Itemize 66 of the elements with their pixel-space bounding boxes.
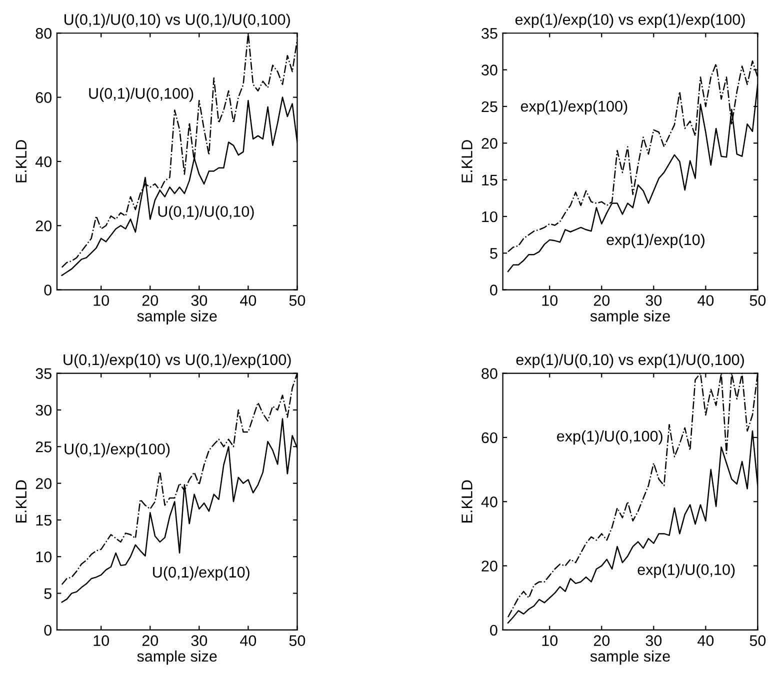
y-tick-label: 0: [44, 284, 52, 296]
y-tick-label: 5: [490, 248, 498, 259]
y-tick-label: 0: [44, 624, 52, 636]
legend-label: exp(1)/U(0,10): [638, 564, 735, 578]
y-tick-label: 0: [490, 624, 498, 636]
y-tick-label: 80: [482, 368, 498, 379]
x-tick-label: 50: [750, 635, 766, 646]
y-axis-title: E.KLD: [16, 480, 26, 522]
chart-title: exp(1)/U(0,10) vs exp(1)/U(0,100): [516, 354, 744, 368]
y-tick-label: 30: [36, 404, 52, 416]
x-axis-title: sample size: [137, 650, 217, 665]
y-tick-label: 20: [482, 560, 498, 572]
x-tick-label: 50: [289, 635, 306, 646]
x-tick-label: 30: [191, 635, 208, 646]
chart-title: exp(1)/exp(10) vs exp(1)/exp(100): [515, 14, 745, 28]
series-label: exp(1)/exp(10): [606, 234, 704, 248]
y-tick-label: 60: [482, 432, 498, 444]
x-tick-label: 20: [594, 295, 610, 306]
y-tick-label: 15: [482, 174, 498, 186]
x-tick-label: 50: [750, 295, 766, 306]
x-tick-label: 30: [191, 295, 208, 306]
series-label: U(0,1)/U(0,100): [89, 88, 194, 102]
series-label: exp(1)/exp(100): [520, 100, 628, 115]
x-tick-label: 30: [646, 295, 662, 306]
series-label: U(0,1)/U(0,10): [158, 206, 254, 220]
x-tick-label: 20: [594, 635, 610, 646]
y-tick-label: 20: [482, 138, 498, 149]
x-tick-label: 10: [94, 295, 110, 306]
y-axis-title: E.KLD: [462, 140, 472, 182]
y-tick-label: 25: [482, 101, 498, 112]
chart-title: U(0,1)/U(0,10) vs U(0,1)/U(0,100): [64, 14, 290, 28]
y-tick-label: 10: [482, 211, 498, 222]
x-tick-label: 10: [542, 635, 558, 646]
y-tick-label: 20: [36, 220, 52, 232]
y-tick-label: 25: [36, 441, 52, 452]
x-tick-label: 30: [646, 635, 662, 646]
chart-title: U(0,1)/exp(10) vs U(0,1)/exp(100): [64, 354, 291, 368]
y-tick-label: 10: [36, 552, 52, 562]
x-axis-title: sample size: [590, 650, 670, 665]
series-label: U(0,1)/exp(10): [153, 566, 250, 581]
y-tick-label: 35: [482, 28, 498, 39]
y-tick-label: 80: [36, 28, 52, 39]
x-tick-label: 20: [142, 635, 158, 646]
y-tick-label: 5: [44, 588, 52, 599]
y-tick-label: 15: [36, 514, 52, 526]
series-label: exp(1)/U(0,100): [557, 430, 662, 445]
x-tick-label: 50: [289, 295, 306, 306]
x-tick-label: 40: [698, 295, 714, 306]
x-tick-label: 40: [240, 635, 256, 646]
x-tick-label: 10: [542, 295, 558, 306]
y-tick-label: 0: [490, 284, 498, 296]
series-label: U(0,1)/exp(100): [64, 443, 170, 458]
y-tick-label: 40: [35, 156, 52, 168]
x-axis-title: sample size: [137, 310, 217, 325]
x-axis-title: sample size: [590, 310, 670, 325]
y-axis-title: E.KLD: [462, 480, 472, 522]
y-tick-label: 40: [481, 496, 498, 508]
y-tick-label: 60: [36, 92, 52, 103]
x-tick-label: 20: [142, 295, 158, 306]
y-tick-label: 30: [482, 64, 498, 76]
x-tick-label: 40: [698, 635, 714, 646]
y-axis-title: E.KLD: [16, 140, 26, 182]
x-tick-label: 40: [240, 295, 256, 306]
y-tick-label: 20: [36, 478, 52, 489]
y-tick-label: 35: [36, 368, 52, 379]
x-tick-label: 10: [94, 635, 110, 646]
